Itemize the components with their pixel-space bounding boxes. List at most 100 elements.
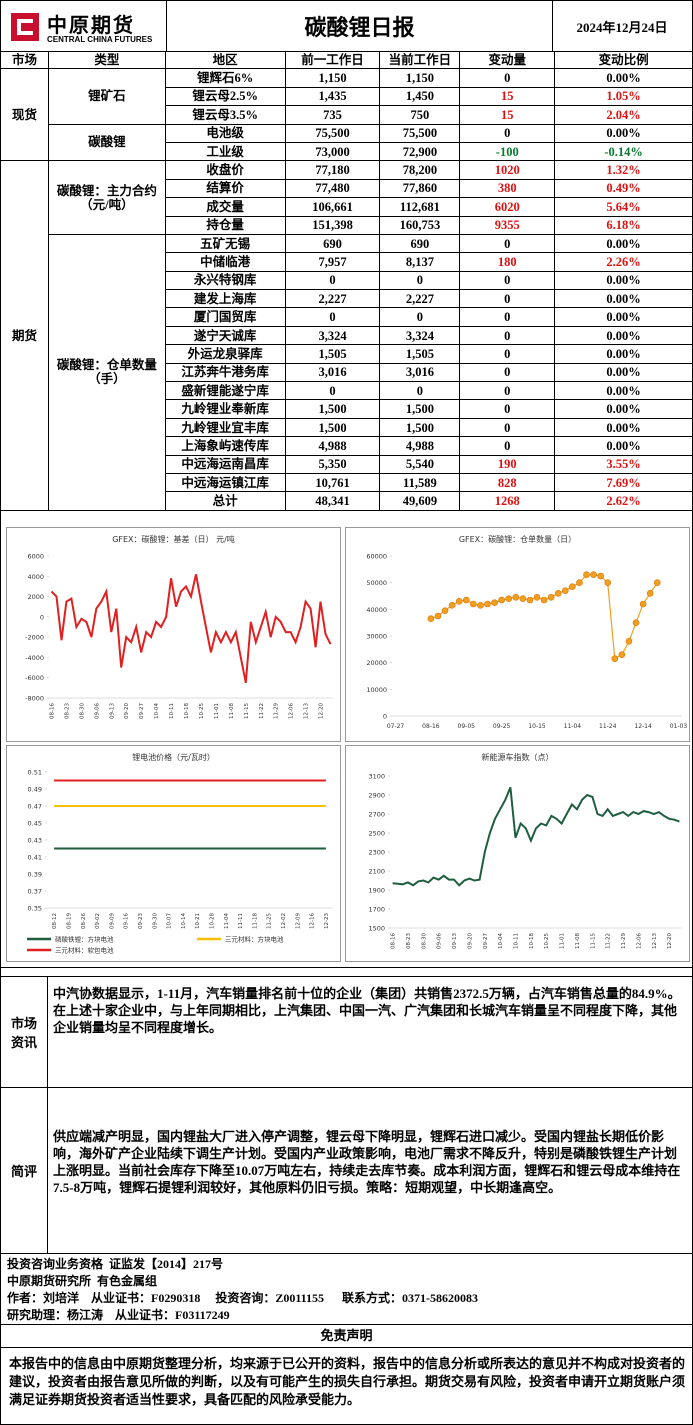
x-tick-label: 08-12 <box>52 913 58 929</box>
data-point <box>462 596 470 604</box>
x-tick-label: 09-27 <box>139 703 145 719</box>
legend-label: 三元材料：软包电池 <box>55 946 114 955</box>
y-tick-label: 0.39 <box>28 871 42 879</box>
cell: 75,500 <box>379 123 461 143</box>
cell: 0 <box>284 270 381 291</box>
cell: 建发上海库 <box>164 289 286 309</box>
cell: 77,180 <box>284 160 381 180</box>
y-tick-label: 30000 <box>366 633 387 641</box>
x-tick-label: 12-23 <box>324 913 330 929</box>
cell: 77,480 <box>284 178 381 199</box>
x-tick-label: 11-18 <box>252 913 258 929</box>
title: 碳酸锂日报 <box>166 1 553 51</box>
cell: 4,988 <box>379 436 461 456</box>
section-text: 中汽协数据显示，1-11月，汽车销量排名前十位的企业（集团）共销售2372.5万… <box>53 986 681 1035</box>
section-label: 市场资讯 <box>1 977 48 1087</box>
data-point <box>477 602 484 609</box>
data-point <box>526 596 534 604</box>
x-tick-label: 09-02 <box>95 913 101 929</box>
y-tick-label: -4000 <box>25 654 44 662</box>
section-text: 供应端减产明显，国内锂盐大厂进入停产调整，锂云母下降明显，锂辉石进口减少。受国内… <box>53 1129 681 1195</box>
cell: 9355 <box>459 215 556 235</box>
table-row: 总计 48,341 49,609 1268 2.62% <box>1 491 692 511</box>
chart: GFEX：碳酸锂：仓单数量（日） 0 10000 20000 30000 40000 500… <box>366 534 687 730</box>
x-tick-label: 11-04 <box>564 723 582 730</box>
header-cell: 前一工作日 <box>284 51 381 70</box>
cell: 锂云母3.5% <box>164 105 286 125</box>
chart-panel: 新能源车指数（点） 1500 1700 1900 2100 2300 2500 2700 290… <box>345 745 690 962</box>
cell: 49,609 <box>379 491 461 511</box>
x-tick-label: 11-15 <box>590 933 596 949</box>
x-tick-label: 09-13 <box>109 703 115 719</box>
footer-line: 投资咨询业务资格 证监发【2014】217号 <box>7 1257 224 1271</box>
data-point <box>519 595 527 602</box>
x-tick-label: 10-21 <box>195 913 201 929</box>
cell: 0.00% <box>554 417 692 438</box>
cell: 0.00% <box>554 399 692 419</box>
cell: 7.69% <box>554 472 692 493</box>
cell: 11,589 <box>379 472 461 493</box>
x-tick-label: 08-23 <box>64 703 70 719</box>
cell: 690 <box>284 233 381 254</box>
x-tick-label: 09-20 <box>124 703 130 719</box>
x-tick-label: 09-06 <box>437 933 443 949</box>
x-tick-label: 08-16 <box>391 933 397 949</box>
cell: 中远海运镇江库 <box>164 472 286 493</box>
cell: 厦门国贸库 <box>164 307 286 327</box>
cell: 0 <box>459 362 556 383</box>
cell: 外运龙泉驿库 <box>164 344 286 364</box>
logo: 中原期货 CENTRAL CHINA FUTURES <box>5 5 165 49</box>
data-point <box>448 602 456 609</box>
cell: 6.18% <box>554 215 692 235</box>
cell: 0.00% <box>554 344 692 364</box>
x-tick-label: 10-28 <box>209 913 215 929</box>
y-tick-label: 20000 <box>366 659 387 667</box>
section-label: 简评 <box>1 1088 48 1253</box>
x-tick-label: 09-30 <box>152 913 158 929</box>
data-point <box>505 595 513 602</box>
footer-line: 研究助理：杨江涛 从业证书：F03117249 <box>7 1308 230 1322</box>
x-tick-label: 09-05 <box>458 723 476 730</box>
cell: 1,505 <box>379 344 461 364</box>
cell: 0 <box>379 381 461 401</box>
cell: 2.04% <box>554 105 692 125</box>
y-tick-label: -6000 <box>25 674 44 682</box>
cell: 0.00% <box>554 362 692 383</box>
y-tick-label: 2700 <box>368 811 385 819</box>
table-row: 持仓量 151,398 160,753 9355 6.18% <box>1 215 692 235</box>
table-row: 成交量 106,661 112,681 6020 5.64% <box>1 197 692 217</box>
cell: 3,324 <box>379 325 461 346</box>
x-tick-label: 11-29 <box>621 933 627 949</box>
cell: 48,341 <box>284 491 381 511</box>
y-tick-label: 0.43 <box>28 837 42 845</box>
y-tick-label: 1700 <box>368 906 385 914</box>
y-tick-label: 2100 <box>368 868 385 876</box>
cell: 10,761 <box>284 472 381 493</box>
cell: 190 <box>459 454 556 474</box>
x-tick-label: 11-15 <box>244 703 250 719</box>
x-tick-label: 09-23 <box>138 913 144 929</box>
header-cell: 变动比例 <box>554 51 692 70</box>
cell: 0 <box>459 233 556 254</box>
y-tick-label: 60000 <box>366 553 387 561</box>
cell: 1,500 <box>379 417 461 438</box>
chart: GFEX：碳酸锂：基差（日） 元/吨 -8000 -6000 -4000 -2000 0 2… <box>25 534 333 719</box>
table-row: 碳酸锂 电池级 75,500 75,500 0 0.00% <box>1 123 692 162</box>
data-point <box>547 594 555 601</box>
data-point <box>498 596 505 604</box>
cell: 0.00% <box>554 325 692 346</box>
y-tick-label: 0 <box>383 713 387 721</box>
y-tick-label: 50000 <box>366 579 387 587</box>
table-row: 碳酸锂：仓单数量（手） 五矿无锡 690 690 0 0.00% <box>1 233 692 511</box>
data-point <box>625 638 633 645</box>
cell: 0 <box>459 270 556 291</box>
cell: 3,324 <box>284 325 381 346</box>
y-tick-label: 3100 <box>368 773 385 781</box>
cell: 0.00% <box>554 436 692 456</box>
market-cell: 期货 <box>1 160 49 511</box>
cell: 0 <box>379 270 461 291</box>
data-point <box>455 598 463 605</box>
cell: 828 <box>459 472 556 493</box>
series-line <box>50 574 332 683</box>
x-tick-label: 09-13 <box>452 933 458 949</box>
